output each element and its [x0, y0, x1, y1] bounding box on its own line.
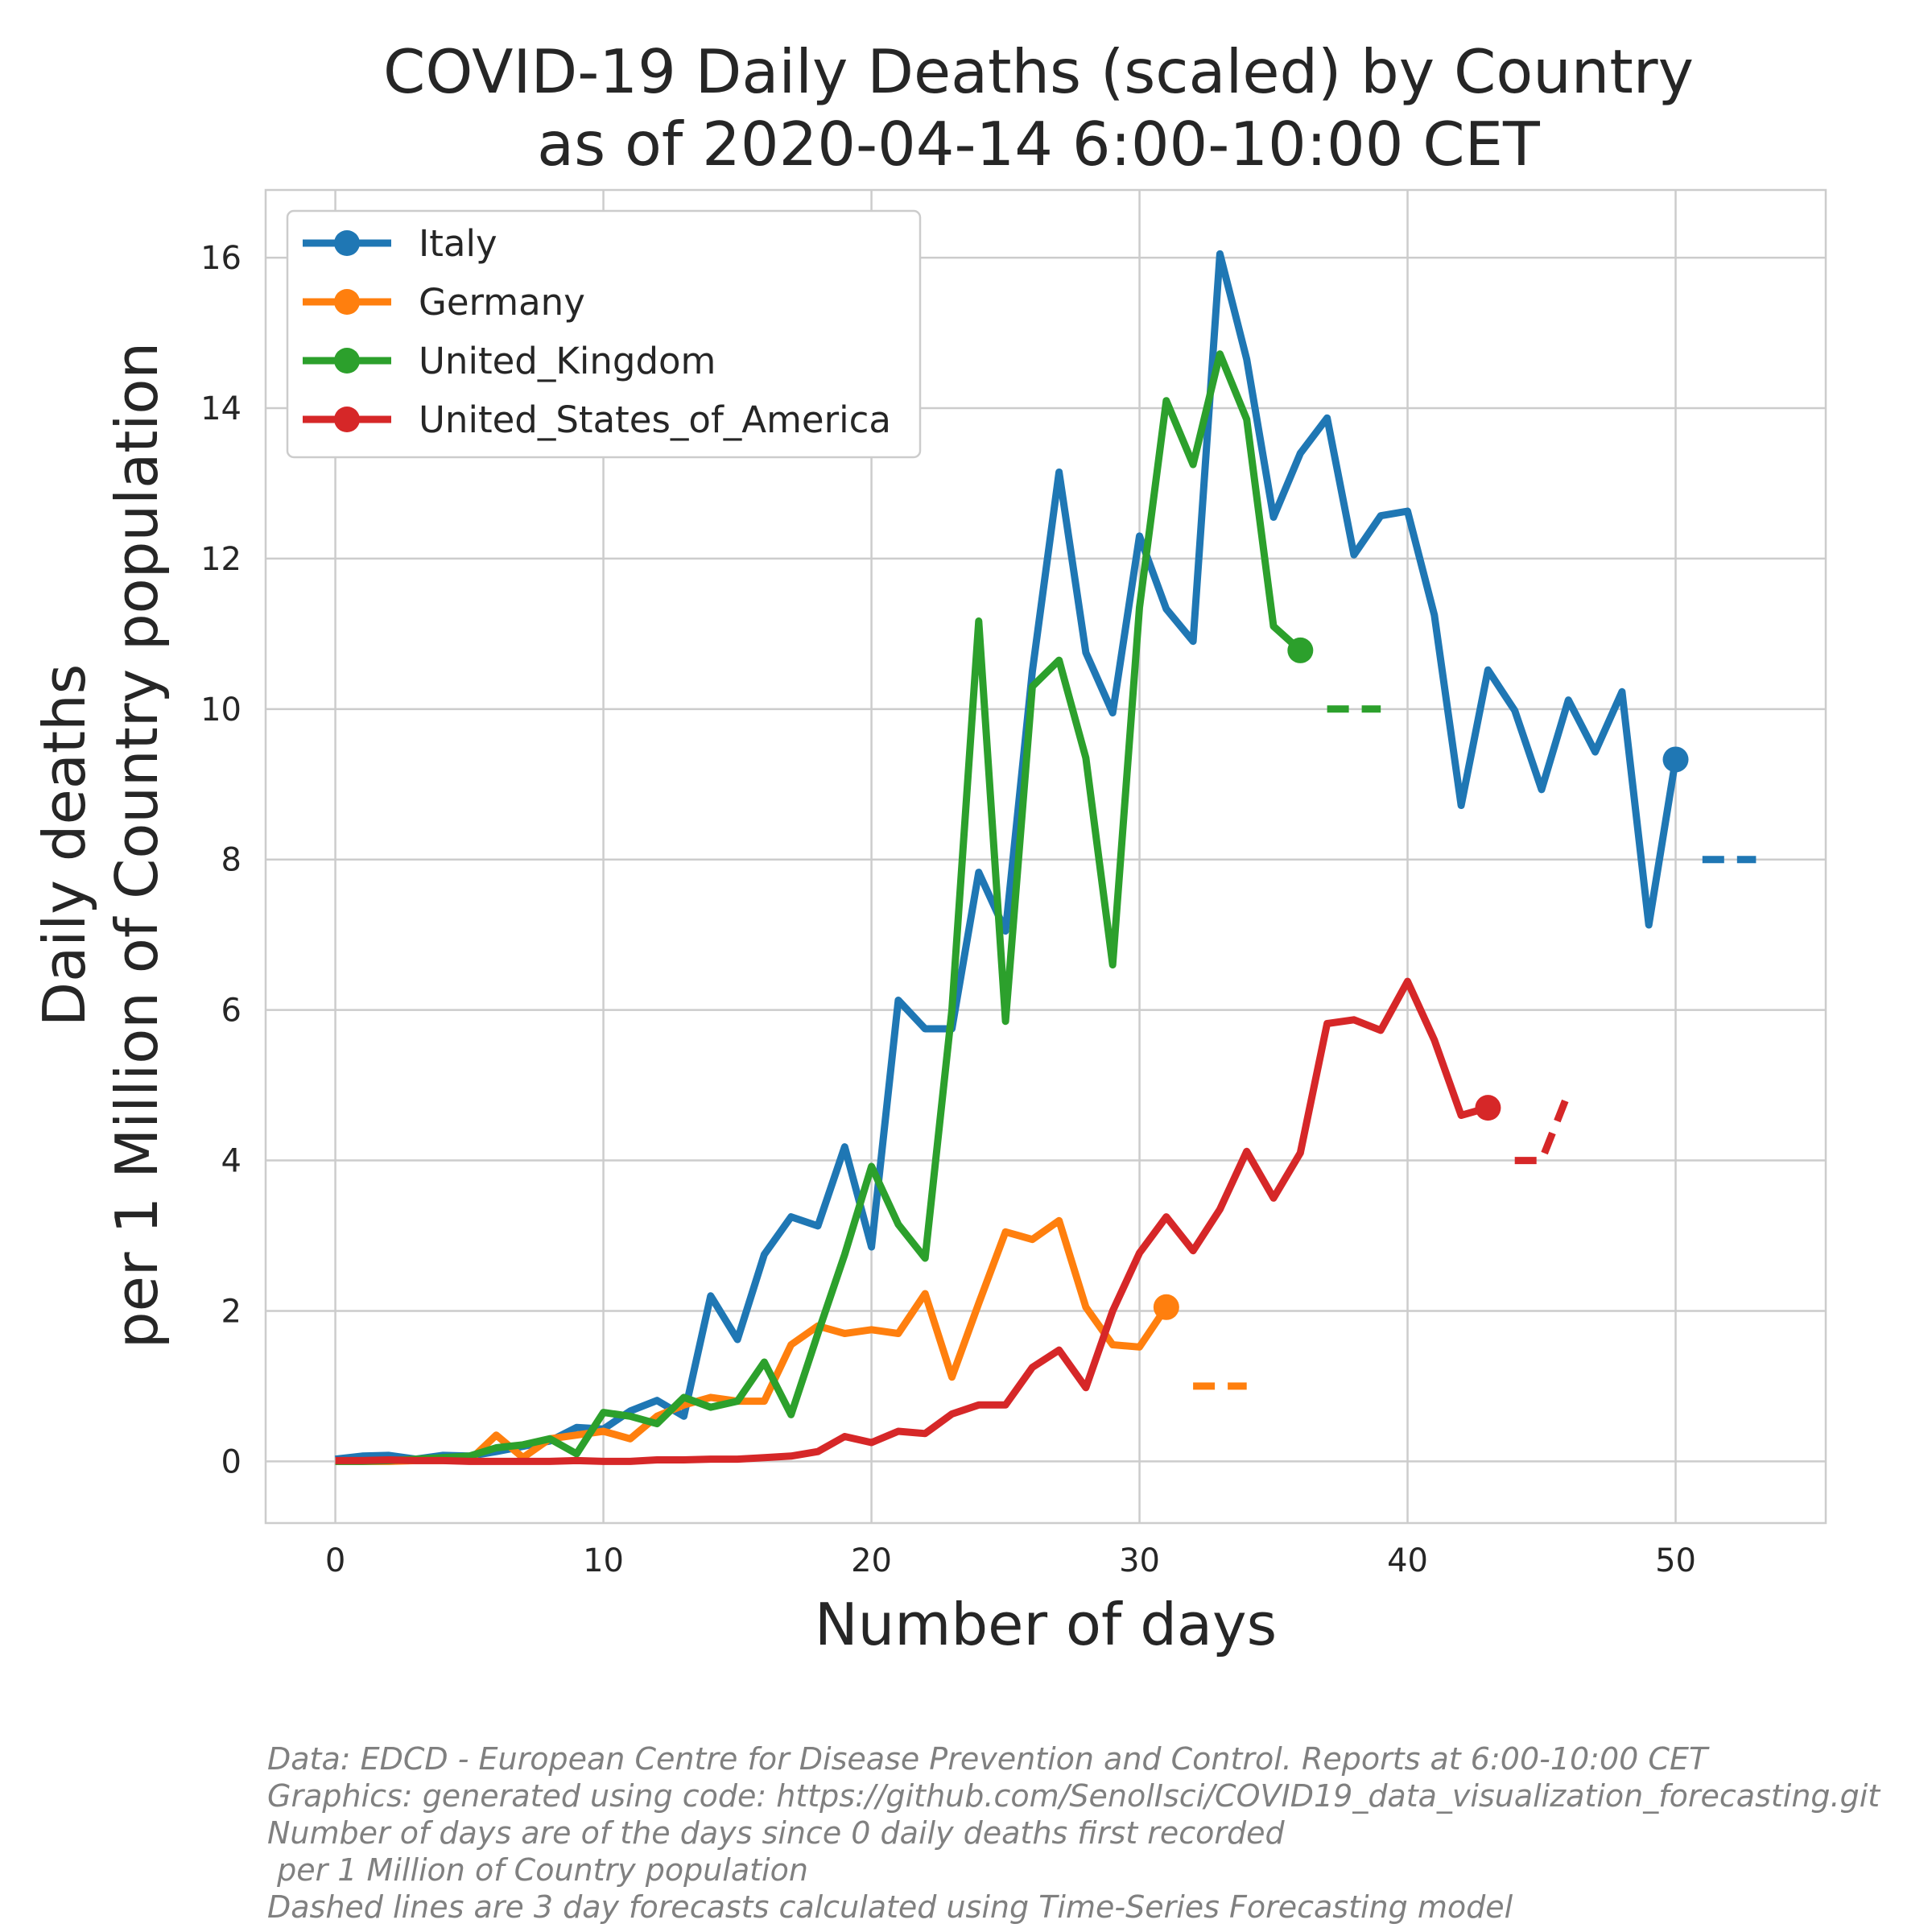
- chart-title-line-1: COVID-19 Daily Deaths (scaled) by Countr…: [383, 36, 1694, 107]
- footnote-line-4: per 1 Million of Country population: [267, 1852, 808, 1888]
- series-line-United_Kingdom: [335, 350, 1303, 1465]
- legend: Italy Germany United_Kingdom United_States_…: [286, 209, 922, 459]
- y-axis-label: Daily deaths per 1 Million of Country po…: [31, 342, 171, 1348]
- forecast-line-United_States_of_America: [1514, 1091, 1572, 1165]
- y-axis-ticks: 0 2 4 6 8 10 12 14 16: [200, 240, 242, 1480]
- x-axis-ticks: 0 10 20 30 40 50: [325, 1542, 1696, 1579]
- series-line-United_States_of_America: [335, 977, 1489, 1465]
- series-last-point-United_Kingdom: [1287, 637, 1314, 663]
- legend-swatch-marker-Italy: [334, 230, 360, 256]
- legend-swatch-marker-Germany: [334, 289, 360, 315]
- legend-label-Germany: Germany: [419, 281, 585, 324]
- y-tick-label: 10: [200, 691, 242, 729]
- x-tick-label: 40: [1387, 1542, 1428, 1579]
- y-tick-label: 12: [200, 541, 242, 578]
- footnote-line-5: Dashed lines are 3 day forecasts calcula…: [267, 1889, 1513, 1925]
- y-tick-label: 6: [221, 993, 242, 1030]
- y-tick-label: 8: [221, 842, 242, 879]
- y-tick-label: 14: [200, 390, 242, 427]
- legend-swatch-marker-United_States_of_America: [334, 407, 360, 432]
- x-axis-label: Number of days: [815, 1591, 1277, 1658]
- series-last-point-Italy: [1662, 746, 1689, 773]
- series-layer: [335, 250, 1757, 1465]
- y-axis-label-line-2: per 1 Million of Country population: [103, 342, 171, 1348]
- legend-box: [286, 209, 922, 459]
- y-tick-label: 0: [221, 1443, 242, 1480]
- x-tick-label: 0: [325, 1542, 345, 1579]
- legend-label-United_Kingdom: United_Kingdom: [419, 340, 716, 382]
- footnotes: Data: EDCD - European Centre for Disease…: [267, 1741, 1881, 1925]
- legend-label-Italy: Italy: [419, 222, 497, 265]
- x-tick-label: 10: [583, 1542, 624, 1579]
- x-tick-label: 20: [851, 1542, 892, 1579]
- legend-label-United_States_of_America: United_States_of_America: [419, 398, 891, 441]
- y-tick-label: 2: [221, 1293, 242, 1330]
- y-axis-label-line-1: Daily deaths: [31, 664, 98, 1027]
- x-tick-label: 30: [1119, 1542, 1160, 1579]
- series-last-point-Germany: [1153, 1294, 1179, 1320]
- footnote-line-3: Number of days are of the days since 0 d…: [267, 1815, 1285, 1851]
- series-last-point-United_States_of_America: [1475, 1095, 1501, 1121]
- chart-title-line-2: as of 2020-04-14 6:00-10:00 CET: [537, 109, 1541, 180]
- legend-swatch-marker-United_Kingdom: [334, 348, 360, 374]
- footnote-line-1: Data: EDCD - European Centre for Disease…: [267, 1741, 1710, 1777]
- x-tick-label: 50: [1655, 1542, 1696, 1579]
- footnote-line-2: Graphics: generated using code: https://…: [267, 1778, 1881, 1814]
- y-tick-label: 16: [200, 240, 242, 277]
- y-tick-label: 4: [221, 1143, 242, 1180]
